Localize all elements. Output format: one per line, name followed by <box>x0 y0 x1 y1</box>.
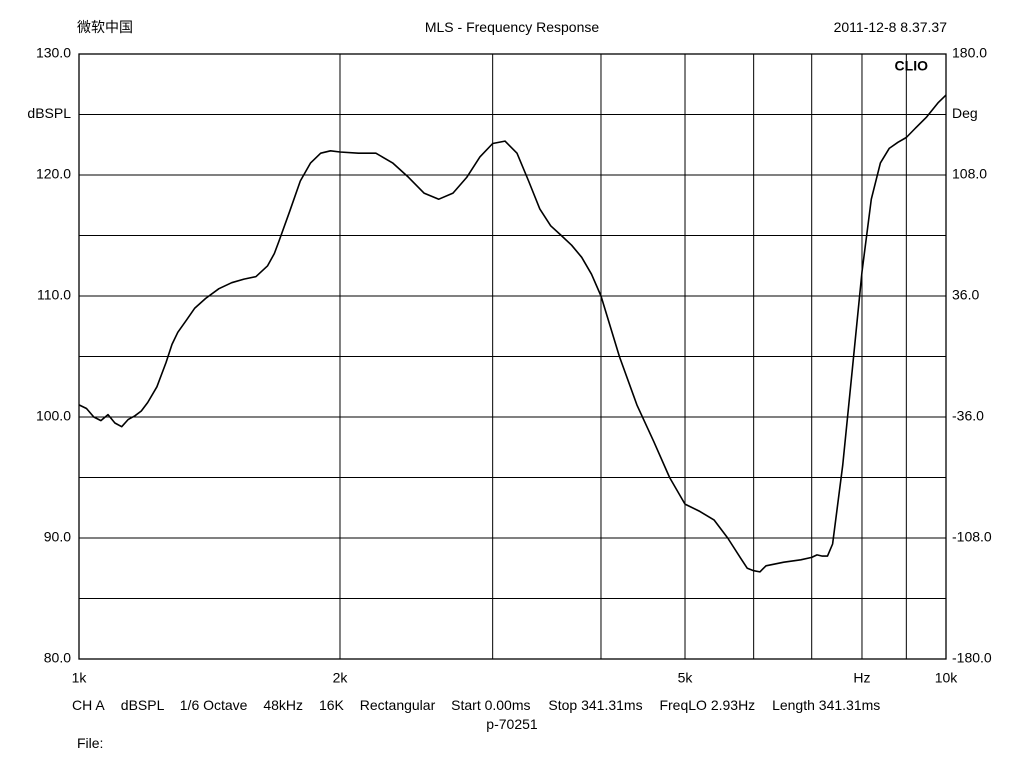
y-tick-label: 130.0 <box>36 45 71 61</box>
y-tick-label: 100.0 <box>36 408 71 424</box>
y2-axis-label: Deg <box>952 105 978 121</box>
y2-tick-label: -108.0 <box>952 529 992 545</box>
setting-stop: Stop 341.31ms <box>548 697 643 713</box>
series-line <box>78 94 947 573</box>
y-tick-label: 90.0 <box>44 529 71 545</box>
axis-labels: 130.0 120.0 110.0 100.0 90.0 80.0 180.0 108.0 36… <box>27 45 992 686</box>
setting-start: Start 0.00ms <box>451 697 531 713</box>
setting-fft-size: 16K <box>318 697 344 713</box>
x-tick-label: 10k <box>935 670 959 686</box>
grid <box>78 53 947 660</box>
setting-smoothing: 1/6 Octave <box>179 697 248 713</box>
setting-channel: CH A <box>72 697 104 713</box>
setting-length: Length 341.31ms <box>772 697 881 713</box>
y2-tick-label: 36.0 <box>952 287 979 303</box>
y2-tick-label: -36.0 <box>952 408 984 424</box>
clio-logo: CLIO <box>895 58 929 74</box>
setting-freq-lo: FreqLO 2.93Hz <box>659 697 756 713</box>
footer-settings: CH A dBSPL 1/6 Octave 48kHz 16K Rectangu… <box>72 697 880 713</box>
y2-tick-label: -180.0 <box>952 650 992 666</box>
setting-window: Rectangular <box>359 697 436 713</box>
x-tick-label: Hz <box>853 670 870 686</box>
y-tick-label: 120.0 <box>36 166 71 182</box>
y2-tick-label: 108.0 <box>952 166 987 182</box>
plot-frame <box>78 53 947 660</box>
file-label: File: <box>77 735 104 751</box>
x-tick-label: 2k <box>333 670 349 686</box>
file-id: p-70251 <box>486 716 538 732</box>
timestamp: 2011-12-8 8.37.37 <box>833 19 947 35</box>
y-axis-label: dBSPL <box>27 105 71 121</box>
y2-tick-label: 180.0 <box>952 45 987 61</box>
series-lines <box>78 94 947 573</box>
y-tick-label: 80.0 <box>44 650 71 666</box>
setting-sample-rate: 48kHz <box>263 697 304 713</box>
y-tick-label: 110.0 <box>37 287 71 303</box>
page-title: MLS - Frequency Response <box>424 19 600 35</box>
x-tick-label: 5k <box>678 670 694 686</box>
header-left-label: 微软中国 <box>77 19 133 35</box>
setting-units: dBSPL <box>120 697 164 713</box>
x-tick-label: 1k <box>72 670 88 686</box>
